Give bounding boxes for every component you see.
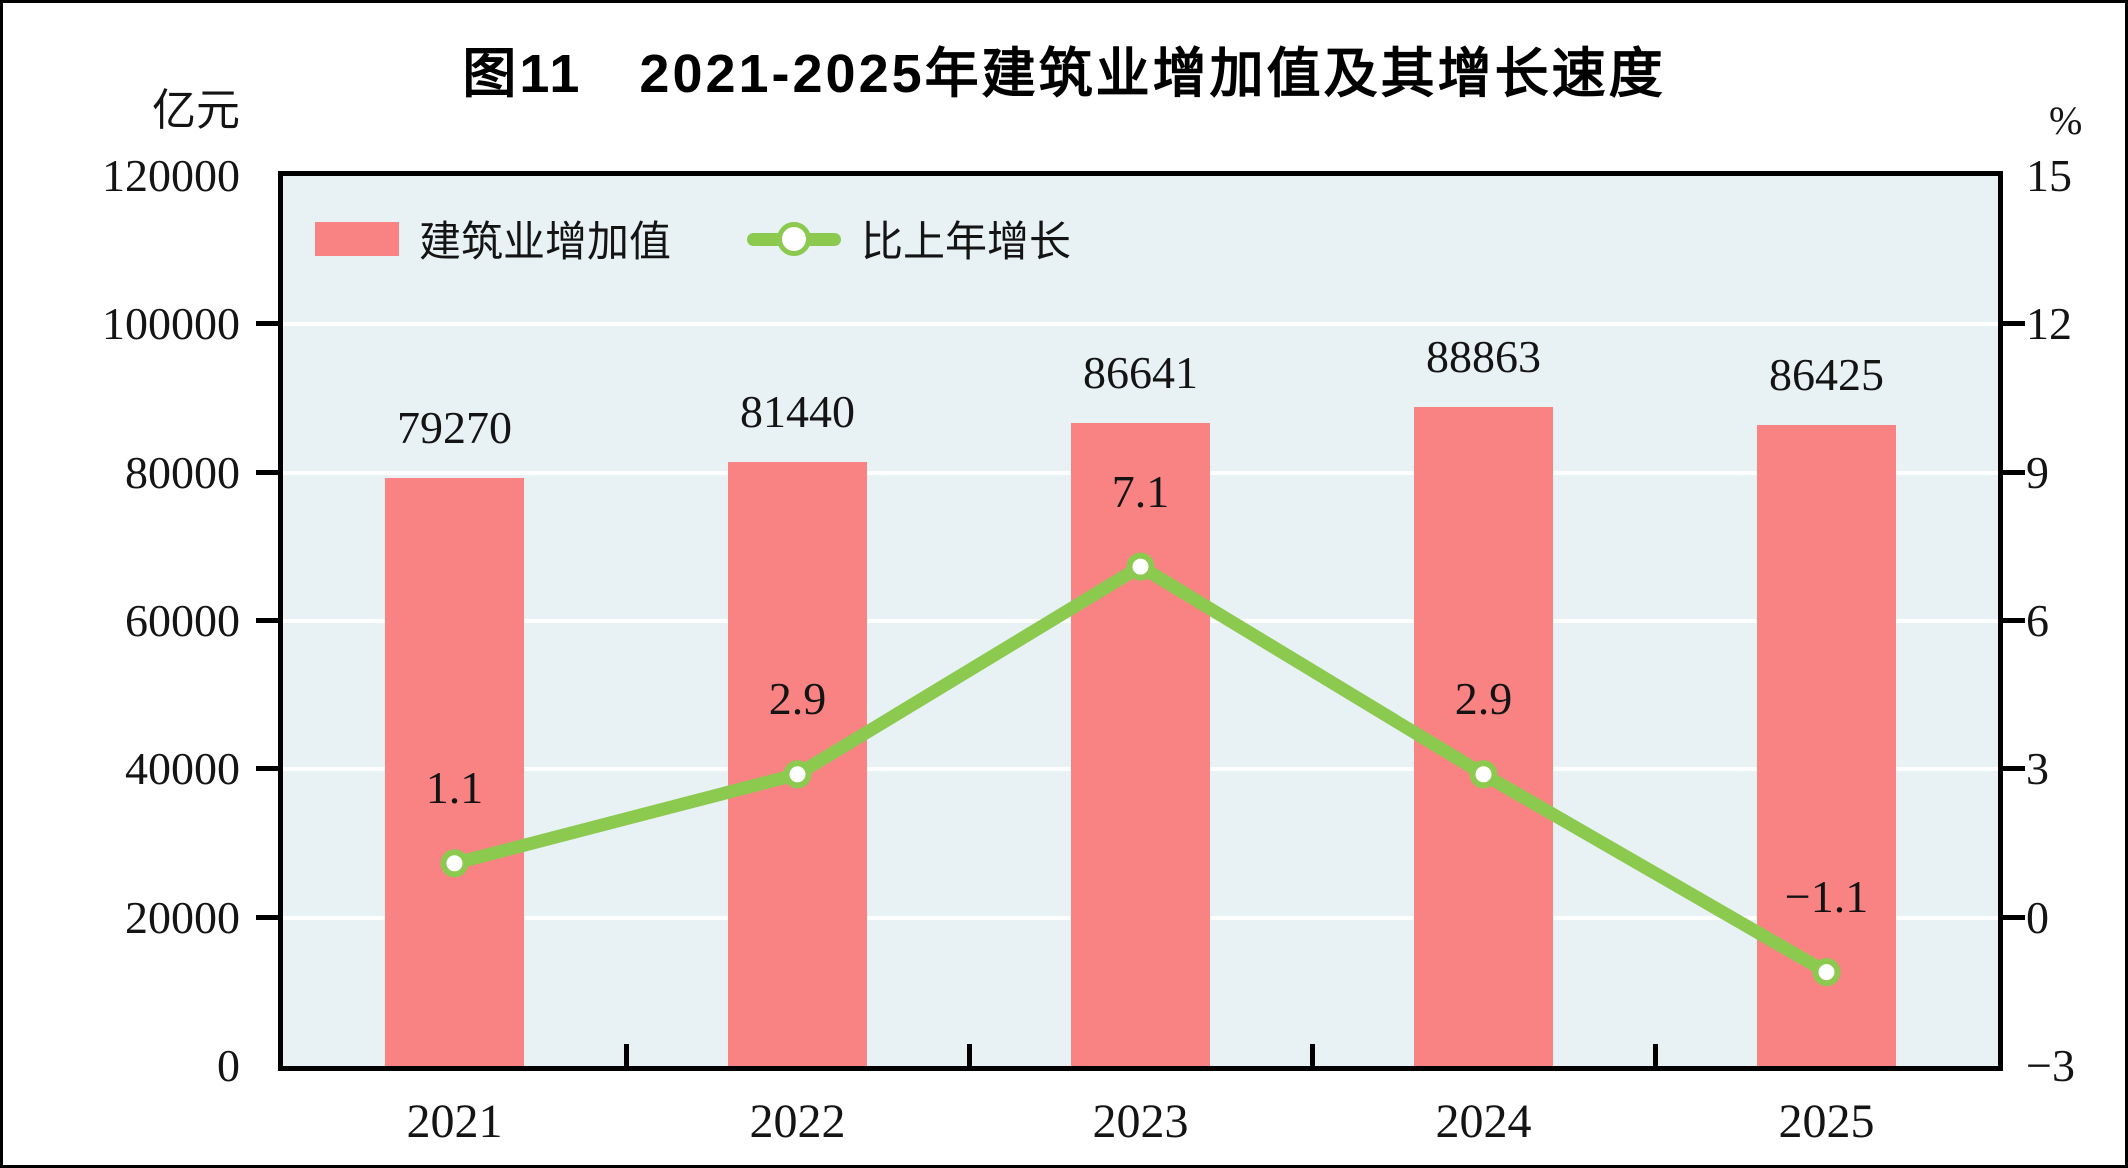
y-axis-label-right: 6 — [2026, 595, 2049, 646]
y-tick-left — [256, 618, 278, 623]
gridline — [283, 322, 1998, 327]
plot-area: 建筑业增加值 比上年增长 79270 81440 86641 88863 86425 1.… — [256, 171, 2025, 1071]
y-axis-label-left: 60000 — [125, 595, 240, 646]
legend-bar-swatch — [315, 221, 399, 256]
line-value-label: 1.1 — [425, 762, 484, 814]
left-axis-unit: 亿元 — [152, 86, 240, 135]
legend-bar-label: 建筑业增加值 — [419, 220, 672, 266]
x-tick — [966, 1044, 972, 1066]
x-tick — [623, 1044, 629, 1066]
x-axis-label: 2021 — [406, 1095, 503, 1148]
y-axis-label-left: 0 — [217, 1040, 240, 1091]
y-axis-label-left: 40000 — [125, 743, 240, 795]
line-value-label: 2.9 — [768, 673, 827, 725]
y-tick-left — [256, 766, 278, 772]
growth-line — [448, 560, 1833, 979]
y-tick-right — [2003, 766, 2025, 772]
bar — [1414, 406, 1553, 1066]
x-axis-label: 2022 — [749, 1095, 846, 1148]
y-tick-right — [2003, 321, 2025, 327]
bar — [385, 478, 524, 1066]
y-tick-right — [2003, 618, 2025, 623]
x-axis-label: 2023 — [1092, 1095, 1189, 1148]
line-marker — [1126, 552, 1155, 581]
line-value-label: 7.1 — [1111, 465, 1170, 517]
bar-value-label: 86641 — [1083, 347, 1198, 399]
line-value-label: −1.1 — [1784, 871, 1869, 923]
line-marker — [783, 760, 812, 789]
y-axis-label-left: 80000 — [125, 446, 240, 498]
right-axis-unit: % — [2049, 98, 2083, 143]
y-axis-label-right: −3 — [2026, 1040, 2075, 1091]
y-axis-label-right: 9 — [2026, 446, 2049, 498]
y-axis-label-left: 120000 — [102, 150, 240, 201]
x-axis-label: 2025 — [1778, 1095, 1875, 1148]
line-value-label: 2.9 — [1454, 673, 1513, 725]
y-axis-label-right: 3 — [2026, 743, 2049, 795]
x-tick — [1309, 1044, 1315, 1066]
bar-value-label: 79270 — [397, 402, 512, 454]
growth-line-svg — [440, 552, 1841, 987]
y-tick-left — [256, 914, 278, 920]
bar-value-label: 81440 — [740, 385, 855, 437]
y-axis-label-right: 12 — [2026, 298, 2072, 350]
legend-line-marker — [777, 221, 812, 256]
y-tick-left — [256, 321, 278, 327]
legend-line-sample — [747, 221, 842, 257]
y-axis-label-left: 20000 — [125, 891, 240, 943]
y-tick-right — [2003, 469, 2025, 475]
y-axis-label-right: 15 — [2026, 150, 2072, 201]
y-axis-label-right: 0 — [2026, 891, 2049, 943]
legend-line-label: 比上年增长 — [861, 220, 1072, 266]
chart-title: 图11 2021-2025年建筑业增加值及其增长速度 — [462, 44, 1666, 104]
bar-value-label: 86425 — [1769, 349, 1884, 400]
bar-value-label: 88863 — [1426, 330, 1541, 382]
line-marker — [1812, 958, 1841, 987]
line-marker — [440, 849, 469, 878]
legend: 建筑业增加值 比上年增长 — [315, 208, 1071, 269]
line-marker — [1469, 760, 1498, 789]
y-tick-right — [2003, 914, 2025, 920]
bar — [1071, 423, 1210, 1066]
y-tick-left — [256, 469, 278, 475]
x-axis-label: 2024 — [1435, 1095, 1532, 1148]
x-tick — [1652, 1044, 1658, 1066]
y-axis-label-left: 100000 — [102, 298, 240, 350]
